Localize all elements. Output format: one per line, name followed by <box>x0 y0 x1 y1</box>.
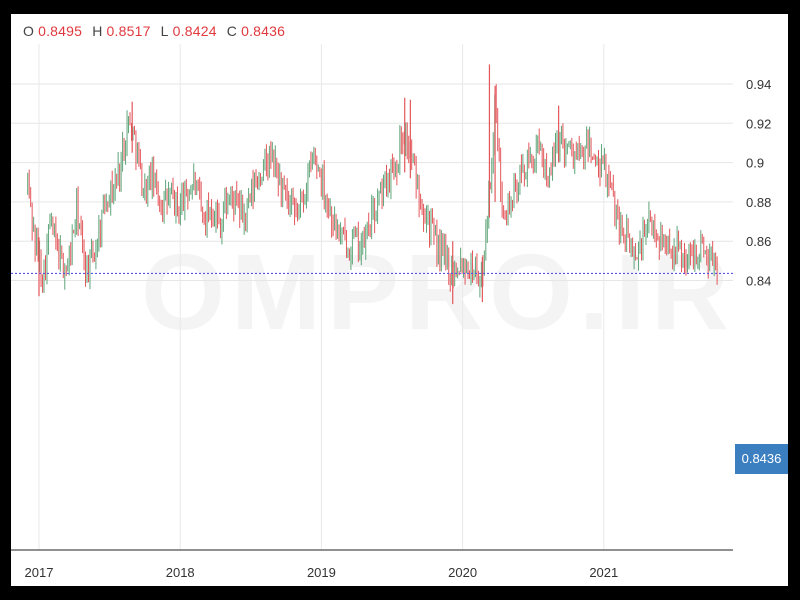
ohlc-readout: O 0.8495 H 0.8517 L 0.8424 C 0.8436 <box>23 23 291 39</box>
x-tick-label: 2020 <box>448 565 477 580</box>
price-chart[interactable]: 0.84 0.86 0.88 0.9 0.92 0.94 2017 2018 2019 2020 2… <box>11 14 788 586</box>
close-label: C <box>226 23 238 39</box>
chart-panel[interactable]: O0.8495 H0.8517 L0.8424 C0.8436 OMPRO.IR… <box>11 14 788 586</box>
open-value: 0.8495 <box>38 23 83 39</box>
low-value: 0.8424 <box>172 23 217 39</box>
x-tick-label: 2018 <box>166 565 195 580</box>
current-price-tag: 0.8436 <box>735 444 788 474</box>
x-tick-label: 2017 <box>25 565 54 580</box>
y-tick-label: 0.9 <box>746 156 764 171</box>
x-tick-label: 2019 <box>307 565 336 580</box>
x-tick-label: 2021 <box>589 565 618 580</box>
close-value: 0.8436 <box>241 23 286 39</box>
low-label: L <box>160 23 169 39</box>
y-tick-label: 0.84 <box>746 274 771 289</box>
y-tick-label: 0.94 <box>746 77 771 92</box>
y-tick-label: 0.88 <box>746 195 771 210</box>
high-value: 0.8517 <box>106 23 151 39</box>
open-label: O <box>23 23 35 39</box>
y-tick-label: 0.92 <box>746 116 771 131</box>
y-tick-label: 0.86 <box>746 234 771 249</box>
high-label: H <box>92 23 103 39</box>
